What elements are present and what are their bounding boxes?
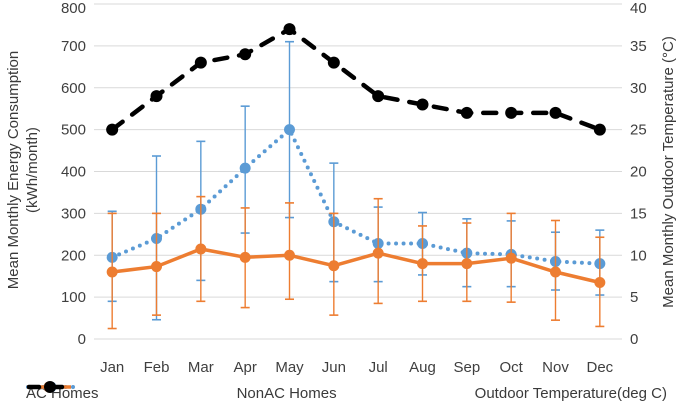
nonac-homes-marker [461, 258, 473, 270]
outdoor-temperature-deg-c-marker [283, 23, 296, 36]
legend-item-nonac-homes: NonAC Homes [27, 381, 337, 402]
nonac-homes-marker [550, 266, 561, 278]
nonac-homes-marker [505, 252, 517, 264]
x-axis-tick-label: Sep [453, 359, 480, 376]
right-axis-tick-label: 10 [630, 247, 647, 264]
outdoor-temperature-deg-c-marker [505, 106, 518, 119]
left-axis-tick-label: 200 [61, 247, 86, 264]
outdoor-temperature-deg-c-line [109, 26, 603, 132]
x-axis-tick-label: Feb [144, 359, 170, 376]
outdoor-temperature-deg-c-marker [460, 106, 473, 119]
x-axis-tick-label: Jan [100, 359, 124, 376]
ac-homes-marker [284, 124, 295, 136]
nonac-homes-line [111, 247, 601, 285]
right-axis-tick-label: 25 [630, 122, 647, 139]
outdoor-temperature-deg-c-marker [194, 56, 207, 69]
right-axis-tick-label: 30 [630, 80, 647, 97]
left-axis-tick-label: 600 [61, 80, 86, 97]
outdoor-temperature-deg-c-marker [549, 106, 562, 119]
x-axis-tick-label: May [275, 359, 304, 376]
x-axis-tick-label: Jul [369, 359, 388, 376]
nonac-homes-marker [239, 251, 251, 263]
left-axis-tick-label: 500 [61, 122, 86, 139]
nonac-homes-marker [417, 258, 428, 270]
outdoor-temperature-deg-c-marker [150, 90, 163, 103]
right-axis-tick-label: 35 [630, 38, 647, 55]
left-axis-tick-label: 100 [61, 289, 86, 306]
legend-label-nonac-homes: NonAC Homes [236, 384, 337, 402]
nonac-homes-marker [195, 243, 207, 255]
x-axis-tick-label: Mar [188, 359, 214, 376]
right-axis-tick-label: 40 [630, 0, 647, 17]
legend-label-outdoor-temperature: Outdoor Temperature(deg C) [474, 384, 667, 402]
right-axis-tick-label: 15 [630, 205, 647, 222]
outdoor-temperature-dashed-line-icon [26, 381, 74, 393]
nonac-homes-marker [328, 260, 340, 272]
outdoor-temperature-deg-c-marker [327, 56, 340, 69]
x-axis-tick-label: Dec [586, 359, 613, 376]
nonac-homes-marker [151, 261, 162, 273]
left-axis-tick-label: 800 [61, 0, 86, 17]
outdoor-temperature-deg-c-marker [416, 98, 429, 111]
nonac-homes-marker [594, 276, 606, 288]
nonac-homes-marker [372, 247, 384, 259]
nonac-homes-marker [106, 266, 118, 278]
left-axis-tick-label: 700 [61, 38, 86, 55]
x-axis-tick-label: Apr [233, 359, 256, 376]
outdoor-temperature-deg-c-marker [372, 90, 385, 103]
right-axis-tick-label: 20 [630, 164, 647, 181]
left-axis-tick-label: 0 [78, 331, 86, 348]
x-axis-tick-label: Nov [542, 359, 569, 376]
right-axis-tick-label: 0 [630, 331, 638, 348]
x-axis-tick-label: Aug [409, 359, 436, 376]
chart-legend: AC Homes NonAC Homes Outdoor Temperature… [26, 380, 667, 406]
ac-homes-line [110, 126, 602, 266]
left-axis-tick-label: 300 [61, 205, 86, 222]
outdoor-temperature-deg-c-marker [106, 123, 119, 136]
outdoor-temperature-deg-c-marker [239, 48, 252, 61]
ac-homes-marker [239, 162, 251, 174]
left-axis-tick-label: 400 [61, 164, 86, 181]
nonac-homes-marker [284, 249, 295, 261]
x-axis-tick-label: Oct [499, 359, 523, 376]
legend-item-outdoor-temperature: Outdoor Temperature(deg C) [26, 381, 667, 402]
right-axis-tick-label: 5 [630, 289, 638, 306]
x-axis-tick-label: Jun [322, 359, 346, 376]
outdoor-temperature-deg-c-marker [593, 123, 606, 136]
